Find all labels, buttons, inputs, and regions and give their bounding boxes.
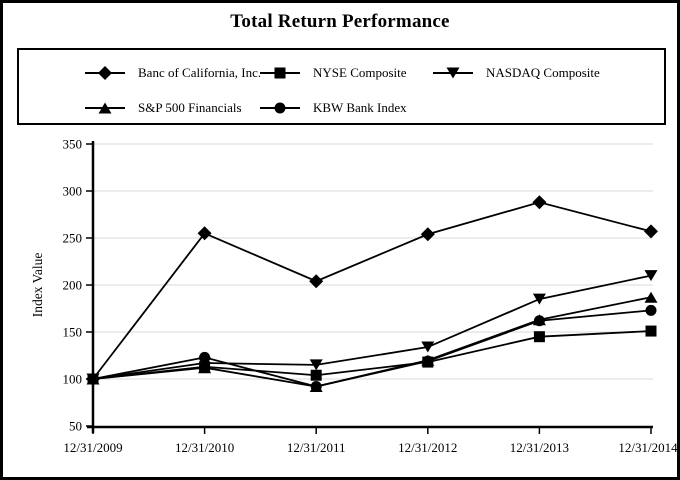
chart-title: Total Return Performance <box>230 11 450 32</box>
x-tick-label: 12/31/2013 <box>510 440 569 455</box>
x-tick-label: 12/31/2011 <box>287 440 346 455</box>
legend-label: KBW Bank Index <box>313 100 407 115</box>
y-tick-label: 300 <box>63 184 83 199</box>
y-tick-label: 50 <box>69 419 82 434</box>
legend-label: S&P 500 Financials <box>138 100 242 115</box>
legend-item-kbw-bank-index: KBW Bank Index <box>260 99 407 117</box>
triangle-down-marker-icon <box>433 65 473 81</box>
y-tick-label: 100 <box>63 372 83 387</box>
legend-label: NYSE Composite <box>313 65 407 80</box>
y-axis-title: Index Value <box>30 253 45 318</box>
legend: Banc of California, Inc. NYSE Composite … <box>17 48 666 125</box>
y-tick-label: 200 <box>63 278 83 293</box>
y-tick-label: 350 <box>63 137 83 152</box>
square-marker-icon <box>260 65 300 81</box>
legend-item-banc-of-california: Banc of California, Inc. <box>85 64 261 82</box>
triangle-up-marker-icon <box>85 100 125 116</box>
line-chart: 50 100 150 200 250 300 350 12/31/2009 12/31/2010… <box>3 3 678 477</box>
legend-label: NASDAQ Composite <box>486 65 600 80</box>
x-tick-label: 12/31/2009 <box>63 440 122 455</box>
y-tick-label: 250 <box>63 231 83 246</box>
x-tick-label: 12/31/2010 <box>175 440 234 455</box>
legend-label: Banc of California, Inc. <box>138 65 262 80</box>
chart-canvas: 50 100 150 200 250 300 350 12/31/2009 12/31/2010… <box>30 137 678 456</box>
x-tick-label: 12/31/2012 <box>398 440 457 455</box>
y-tick-label: 150 <box>63 325 83 340</box>
x-tick-label: 12/31/2014 <box>618 440 678 455</box>
circle-marker-icon <box>260 100 300 116</box>
legend-item-nyse-composite: NYSE Composite <box>260 64 407 82</box>
legend-item-nasdaq-composite: NASDAQ Composite <box>433 64 600 82</box>
legend-item-sp500-financials: S&P 500 Financials <box>85 99 242 117</box>
diamond-marker-icon <box>85 65 125 81</box>
